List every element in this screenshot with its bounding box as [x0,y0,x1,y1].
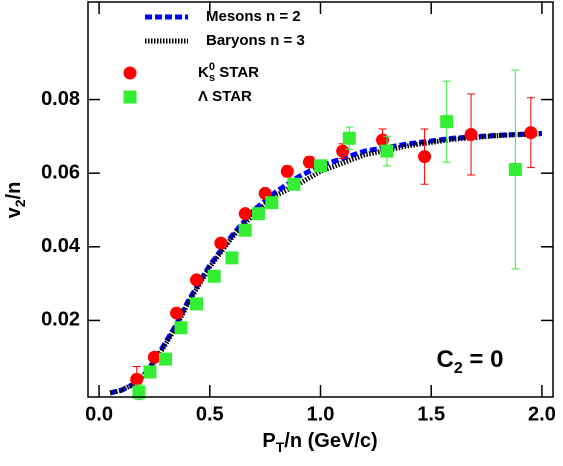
point [342,131,356,145]
point [207,269,221,283]
point [190,273,203,287]
text-part: P [262,430,275,452]
point [314,159,327,173]
point [252,207,265,221]
text-part: Mesons n = 2 [206,8,301,25]
text-part: /n [3,182,25,200]
text-part: v [3,206,25,218]
y-tick-label: 0.08 [41,88,80,110]
y-tick-label: 0.02 [41,309,80,331]
point [143,365,157,379]
point [265,196,279,210]
point [174,321,188,335]
point [147,350,161,364]
point [132,385,146,399]
text-part: K [198,64,209,81]
text-part: /n (GeV/c) [284,430,377,452]
y-tick-label: 0.06 [41,161,80,183]
text-part: Baryons n = 3 [206,32,305,49]
y-tick-label: 0.04 [41,235,81,257]
point [524,126,538,140]
text-part: T [276,439,285,455]
point [302,155,316,169]
x-tick-label: 1.5 [417,403,445,425]
point [130,372,144,386]
text-part: C [437,346,454,373]
legend-label: Λ STAR [198,88,252,105]
point [336,144,350,158]
legend-label: Mesons n = 2 [206,8,301,25]
x-tick-label: 2.0 [528,403,556,425]
text-part: 2 [12,199,28,207]
point [508,162,522,176]
text-part: 0 [209,61,215,73]
point [238,223,252,237]
text-part: STAR [215,64,259,81]
point [287,177,301,191]
x-tick-label: 1.0 [307,403,335,425]
y-axis-label: v2/n [3,182,28,219]
point [214,236,228,250]
point [280,164,294,178]
x-tick-label: 0.0 [85,403,113,425]
point [418,150,432,164]
point [238,207,252,221]
text-part: = 0 [463,346,504,373]
point [190,297,203,311]
text-part: 2 [454,360,463,377]
annotation: C2 = 0 [437,346,504,377]
legend-label: K0 s STAR [198,61,259,84]
point [440,115,454,129]
plot-frame [87,1,554,398]
text-part: Λ STAR [198,88,252,105]
curve [109,131,543,396]
legend-marker [123,66,137,80]
x-axis-label: PT/n (GeV/c) [262,430,377,455]
text-part: s [209,72,215,84]
point [170,306,184,320]
point [380,144,394,158]
legend-label: Baryons n = 3 [206,32,305,49]
point [464,128,478,142]
point [159,352,172,366]
legend-marker [123,90,137,104]
point [225,251,239,265]
x-tick-label: 0.5 [196,403,224,425]
